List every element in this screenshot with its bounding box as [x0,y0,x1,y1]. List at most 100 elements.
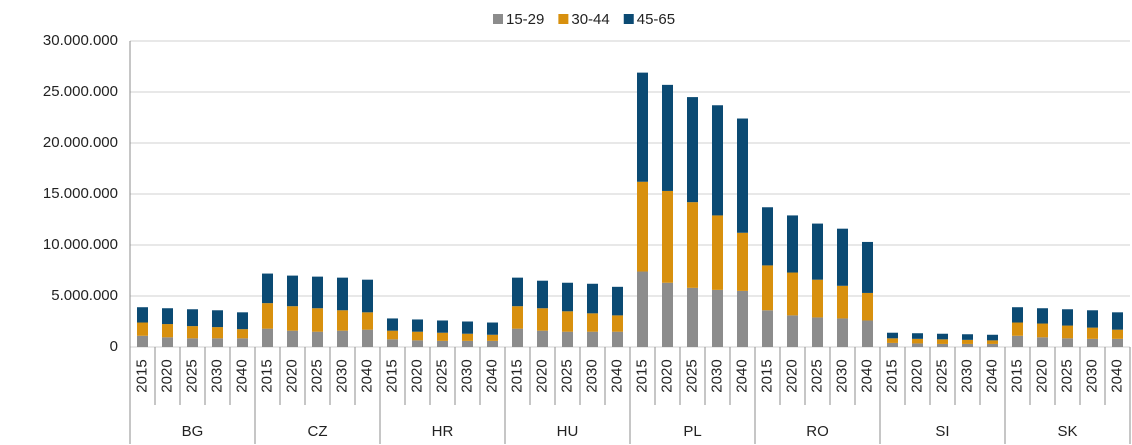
y-tick-label: 0 [110,338,118,355]
group-label: SI [935,423,949,440]
bar-segment [462,340,473,347]
bar-segment [812,223,823,280]
bar-segment [462,321,473,334]
x-tick-label: 2025 [808,359,825,392]
x-tick-label: 2040 [733,359,750,392]
y-tick-label: 20.000.000 [43,134,118,151]
bar-segment [687,202,698,288]
bar-segment [687,97,698,203]
legend-label: 45-65 [637,11,675,28]
bar-segment [412,331,423,341]
bar-segment [837,285,848,319]
bar-segment [1087,327,1098,339]
bar-segment [312,331,323,347]
x-tick-label: 2015 [758,359,775,392]
bar-segment [687,287,698,347]
x-tick-label: 2025 [433,359,450,392]
bar-segment [1012,307,1023,323]
bar-segment [187,326,198,339]
bar-segment [437,340,448,347]
x-tick-label: 2015 [133,359,150,392]
bar-segment [212,327,223,339]
bar-segment [887,338,898,343]
bar-segment [787,315,798,347]
x-tick-label: 2020 [408,359,425,392]
x-tick-label: 2030 [833,359,850,392]
bar-segment [387,318,398,331]
bar-segment [987,334,998,341]
y-tick-label: 30.000.000 [43,32,118,49]
bar-segment [987,343,998,347]
x-tick-label: 2015 [883,359,900,392]
bar-segment [1112,338,1123,347]
bar-segment [237,312,248,330]
bar-segment [887,342,898,347]
x-tick-label: 2040 [1108,359,1125,392]
bar-segment [762,207,773,266]
bar-segment [787,272,798,316]
bar-segment [562,331,573,347]
bar-segment [437,332,448,341]
bar-segment [262,328,273,347]
group-label: RO [806,423,829,440]
bar-segment [912,338,923,344]
bar-segment [612,286,623,316]
x-tick-label: 2020 [533,359,550,392]
legend-swatch [623,14,634,24]
y-tick-label: 25.000.000 [43,83,118,100]
bar-segment [437,320,448,333]
bar-segment [912,333,923,339]
bar-segment [387,339,398,347]
bar-segment [1087,338,1098,347]
bar-segment [562,311,573,332]
bar-segment [187,338,198,347]
bar-segment [562,282,573,312]
bar-segment [187,309,198,327]
bar-segment [412,319,423,332]
bar-segment [487,322,498,335]
x-tick-label: 2015 [633,359,650,392]
bar-segment [1012,335,1023,347]
bar-segment [712,289,723,347]
bar-segment [237,338,248,347]
bar-segment [412,340,423,347]
bar-segment [862,320,873,347]
y-tick-label: 15.000.000 [43,185,118,202]
bar-segment [762,310,773,347]
y-tick-label: 10.000.000 [43,236,118,253]
bar-segment [637,72,648,182]
group-label: BG [182,423,204,440]
bar-segment [212,310,223,328]
x-tick-label: 2040 [358,359,375,392]
bar-segment [912,343,923,347]
x-tick-label: 2020 [1033,359,1050,392]
x-tick-label: 2020 [658,359,675,392]
bar-segment [1062,309,1073,326]
bar-segment [737,118,748,233]
bar-segment [312,276,323,309]
bar-segment [662,190,673,283]
group-label: HU [557,423,579,440]
x-tick-label: 2015 [508,359,525,392]
bar-segment [387,330,398,340]
bar-segment [462,333,473,341]
x-tick-label: 2025 [183,359,200,392]
x-tick-label: 2040 [983,359,1000,392]
x-tick-label: 2030 [208,359,225,392]
bar-segment [712,215,723,290]
x-tick-label: 2040 [233,359,250,392]
bar-segment [312,308,323,332]
bar-segment [512,306,523,329]
group-label: HR [432,423,454,440]
bar-segment [362,279,373,313]
legend-swatch [493,14,503,24]
x-tick-label: 2015 [258,359,275,392]
bar-segment [362,329,373,347]
legend-label: 30-44 [571,11,609,28]
x-tick-label: 2040 [483,359,500,392]
bar-segment [537,330,548,347]
bar-segment [512,328,523,347]
x-tick-label: 2040 [608,359,625,392]
bar-segment [262,273,273,304]
